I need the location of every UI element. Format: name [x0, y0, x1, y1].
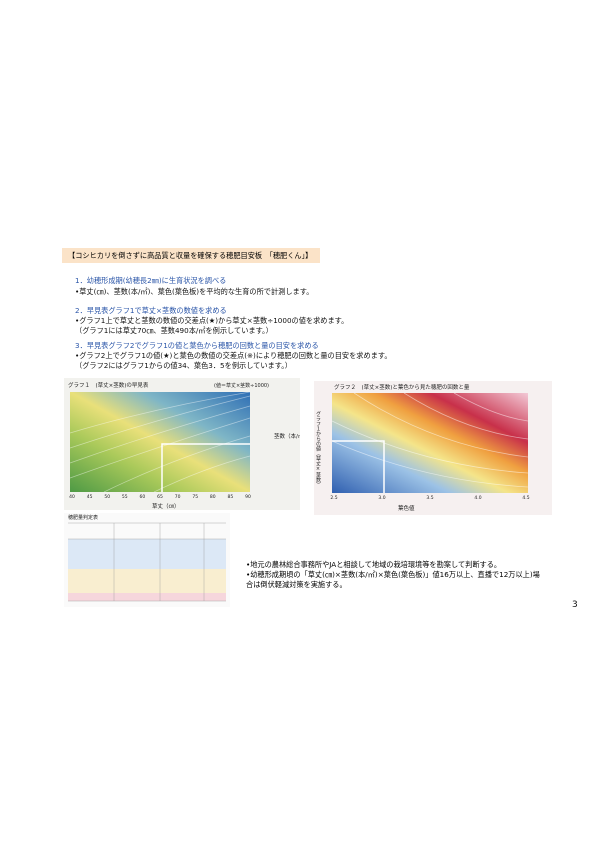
- x-tick-label: 4.0: [474, 495, 481, 501]
- x-tick-label: 3.0: [378, 495, 385, 501]
- step-text: （グラフ2にはグラフ1からの値34、葉色3．5を例示しています。）: [75, 361, 292, 370]
- notes: •地元の農林総合事務所やJAと相談して地域の栽培環境等を勘案して判断する。 •幼…: [246, 560, 546, 590]
- note-text: •地元の農林総合事務所やJAと相談して地域の栽培環境等を勘案して判断する。: [246, 560, 502, 569]
- step-heading: 2．早見表グラフ1で草丈×茎数の数値を求める: [75, 306, 227, 315]
- step-text: •グラフ2上でグラフ1の値(★)と葉色の数値の交差点(※)により穂肥の回数と量の…: [75, 351, 392, 360]
- x-tick-label: 90: [245, 494, 251, 500]
- axis-label: 草丈（㎝）: [152, 502, 180, 510]
- x-tick-label: 60: [140, 494, 146, 500]
- x-tick-label: 70: [175, 494, 181, 500]
- x-tick-label: 55: [122, 494, 128, 500]
- graph-title: グラフ１ (草丈×茎数)の早見表: [68, 381, 149, 389]
- table-title: 穂肥量判定表: [68, 514, 98, 521]
- judgement-table: 穂肥量判定表: [64, 513, 230, 607]
- page-number: 3: [572, 600, 578, 610]
- note-text: •幼穂形成期頃の「草丈(㎝)×茎数(本/㎡)×葉色(葉色板)」値16万以上、直播…: [246, 570, 540, 589]
- graph2: グラフ２ (草丈×茎数)と葉色から見た穂肥の回数と量 2.5 3.0 3.5 4.0 4…: [314, 381, 552, 515]
- graph1: グラフ１ (草丈×茎数)の早見表 (値＝草丈×茎数÷1000) 40 45 50 55…: [64, 378, 300, 510]
- title-banner: 【コシヒカリを倒さずに高品質と収量を確保する穂肥目安板 「穂肥くん」】: [62, 248, 320, 263]
- x-tick-label: 4.5: [522, 495, 529, 501]
- step-text: （グラフ1には草丈70㎝、茎数490本/㎡を例示しています。）: [75, 326, 273, 335]
- x-tick-label: 40: [69, 494, 75, 500]
- x-tick-label: 75: [192, 494, 198, 500]
- x-tick-label: 45: [87, 494, 93, 500]
- x-tick-label: 2.5: [330, 495, 337, 501]
- step-text: •グラフ1上で草丈と茎数の数値の交差点(★)から草丈×茎数÷1000の値を求めま…: [75, 316, 349, 325]
- axis-label: 葉色値: [398, 504, 415, 512]
- step-text: •草丈(㎝)、茎数(本/㎡)、葉色(葉色板)を平均的な生育の所で計測します。: [75, 287, 314, 296]
- x-tick-label: 65: [157, 494, 163, 500]
- axis-label: グラフ１からの値（草丈×茎数）: [315, 410, 321, 487]
- x-tick-label: 85: [228, 494, 234, 500]
- x-tick-label: 3.5: [426, 495, 433, 501]
- x-tick-label: 80: [210, 494, 216, 500]
- title: 【コシヒカリを倒さずに高品質と収量を確保する穂肥目安板 「穂肥くん」】: [68, 251, 313, 260]
- graph-title: グラフ２ (草丈×茎数)と葉色から見た穂肥の回数と量: [334, 383, 470, 391]
- x-tick-label: 50: [104, 494, 110, 500]
- axis-label: 茎数（本/㎡）: [274, 432, 300, 440]
- step-heading: 1．幼穂形成期(幼穂長2㎜)に生育状況を調べる: [75, 276, 227, 285]
- step-heading: 3．早見表グラフ2でグラフ1の値と葉色から穂肥の回数と量の目安を求める: [75, 341, 319, 350]
- graph-note: (値＝草丈×茎数÷1000): [214, 382, 269, 389]
